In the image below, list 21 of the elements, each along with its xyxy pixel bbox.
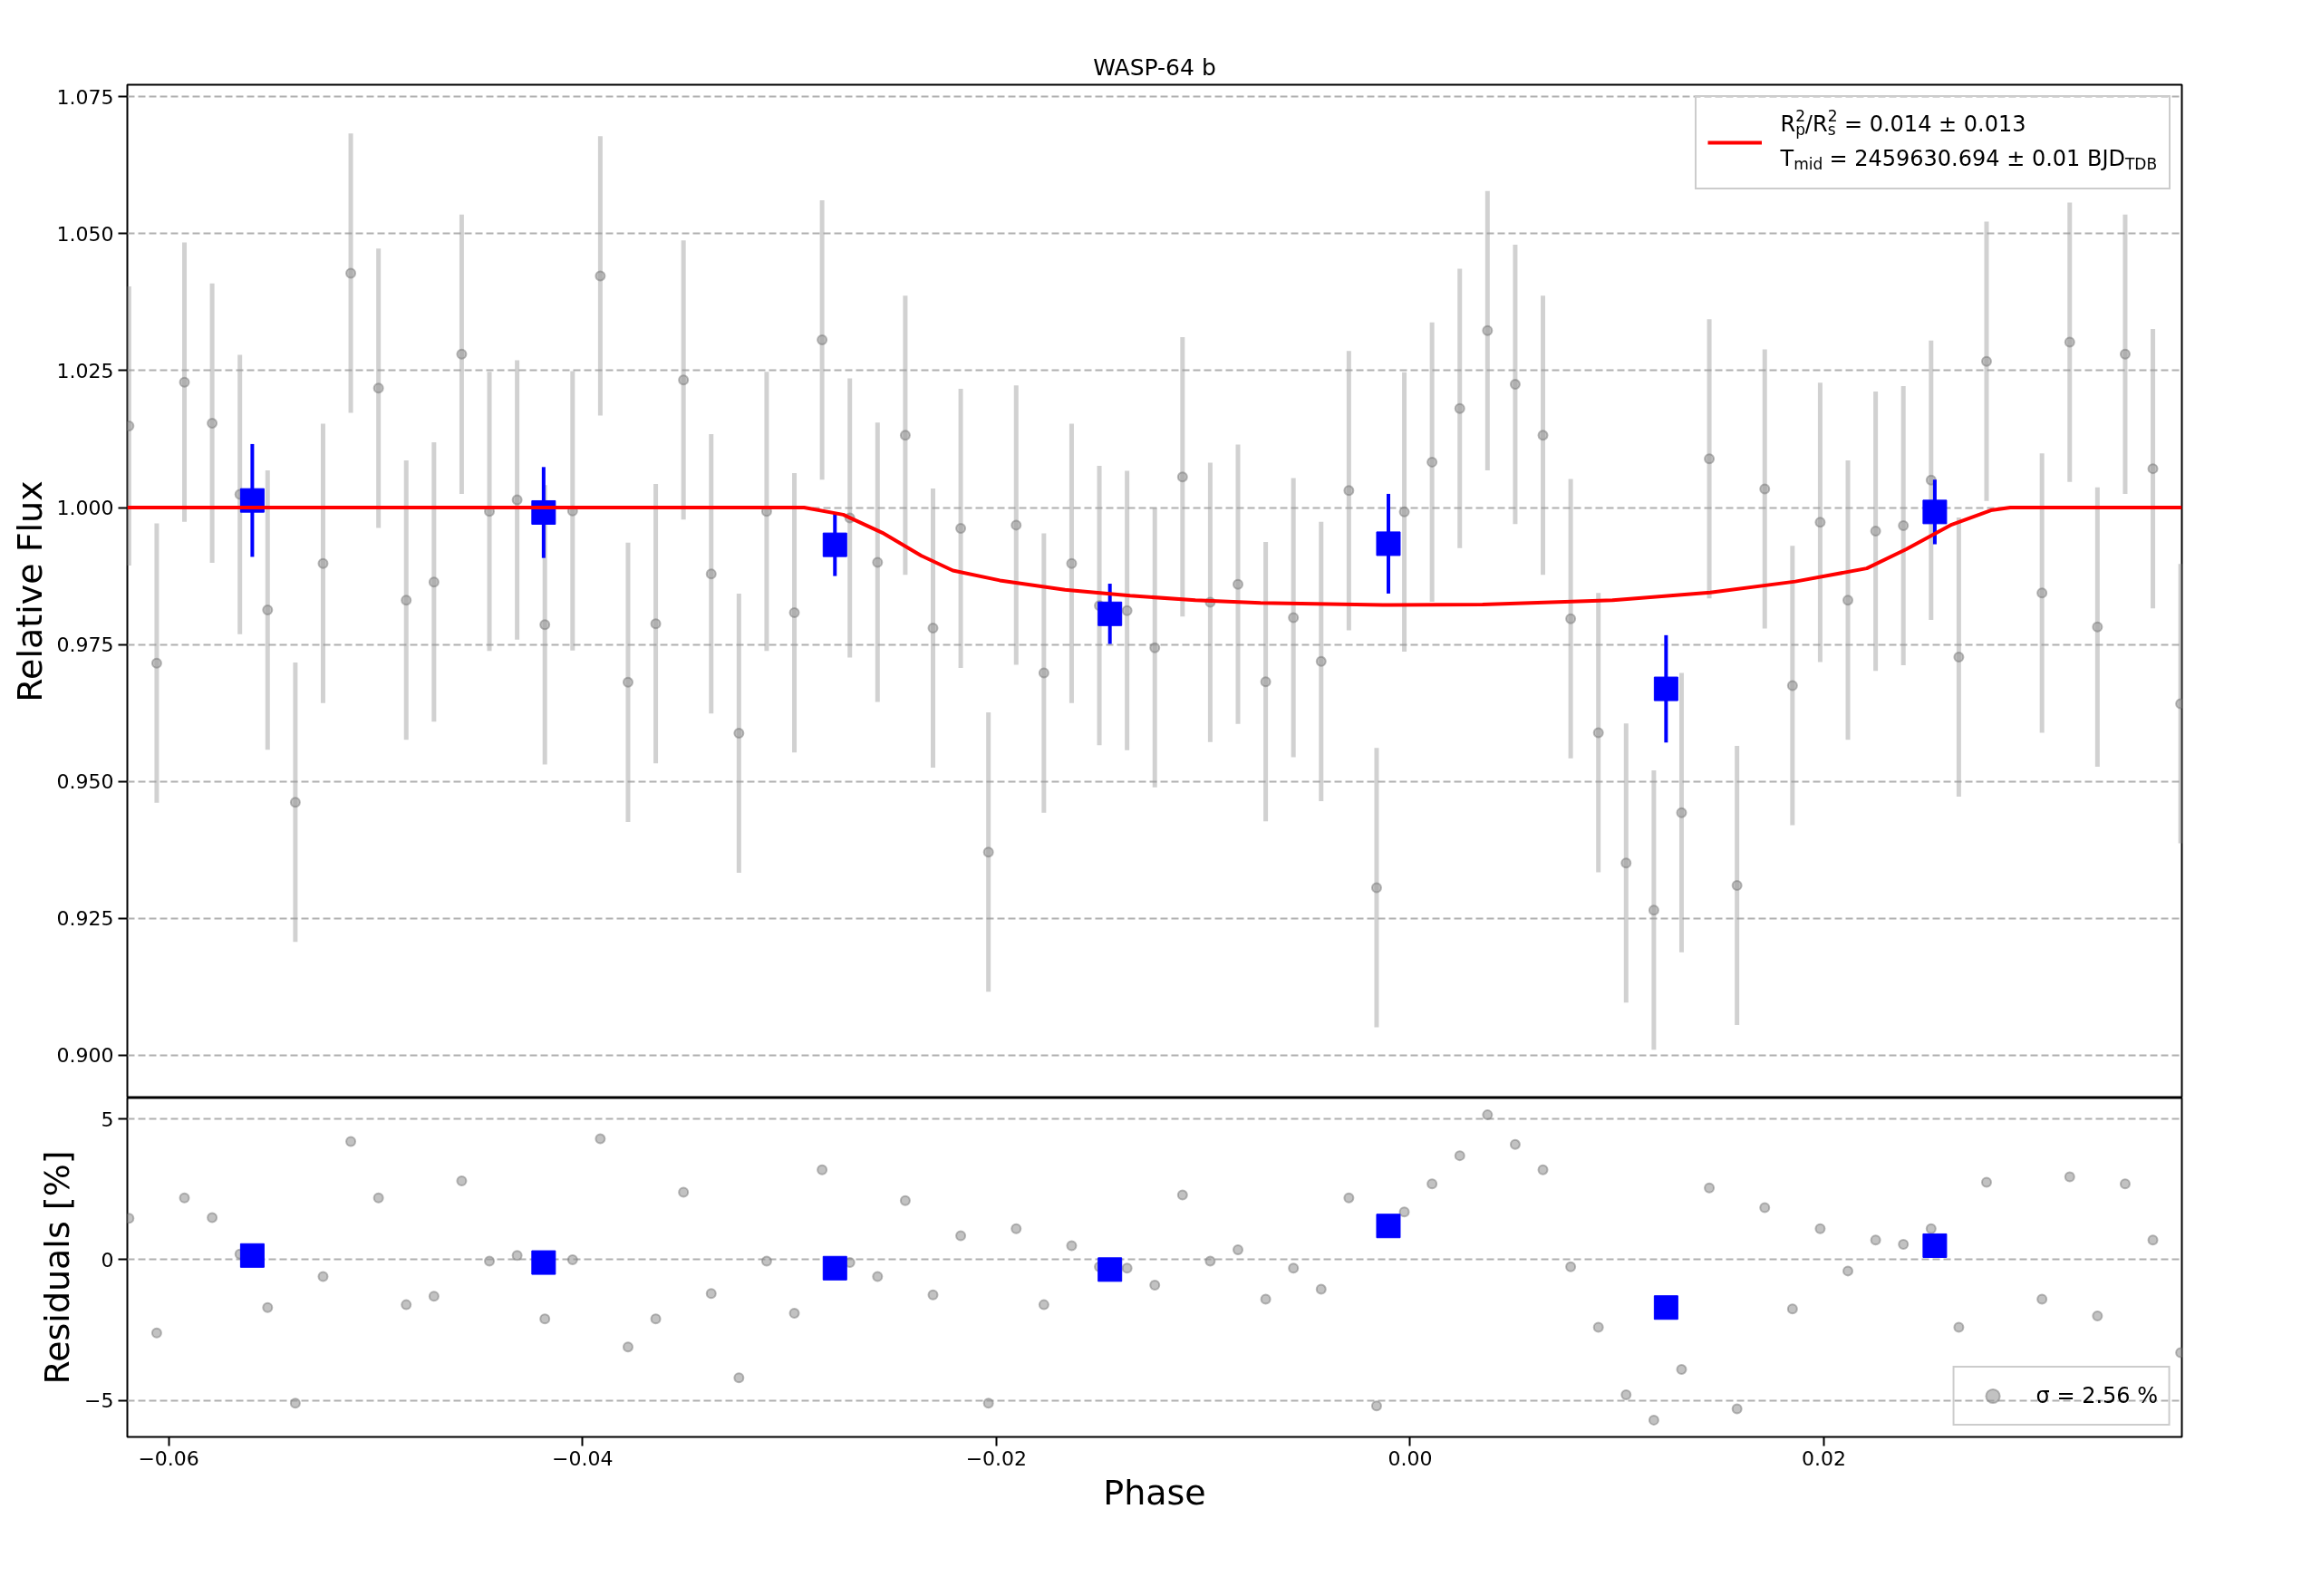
y-tick-label: 0.900 bbox=[56, 1044, 114, 1068]
x-tick-label: −0.02 bbox=[965, 1446, 1028, 1470]
y-axis-title: Relative Flux bbox=[9, 480, 50, 702]
x-tick-label: 0.02 bbox=[1802, 1446, 1847, 1470]
y-tick-label: 0.975 bbox=[56, 634, 114, 657]
y-tick-label: 0.925 bbox=[56, 907, 114, 931]
y-tick-label: 0.950 bbox=[56, 770, 114, 794]
chart-title: WASP-64 b bbox=[1093, 53, 1216, 81]
y-tick-label: −5 bbox=[84, 1389, 114, 1413]
y-tick-label: 0 bbox=[101, 1248, 114, 1272]
x-tick-label: 0.00 bbox=[1388, 1446, 1433, 1470]
x-tick-label: −0.04 bbox=[552, 1446, 614, 1470]
y-tick-label: 1.025 bbox=[56, 359, 114, 382]
y-tick-label: 1.000 bbox=[56, 497, 114, 520]
y-tick-label: 1.050 bbox=[56, 222, 114, 246]
x-tick-label: −0.06 bbox=[138, 1446, 199, 1470]
y-axis-title: Residuals [%] bbox=[37, 1150, 78, 1385]
legend-label: σ = 2.56 % bbox=[2035, 1383, 2158, 1408]
y-tick-label: 5 bbox=[101, 1108, 114, 1131]
x-axis-title: Phase bbox=[1103, 1472, 1206, 1513]
y-tick-label: 1.075 bbox=[56, 85, 114, 109]
